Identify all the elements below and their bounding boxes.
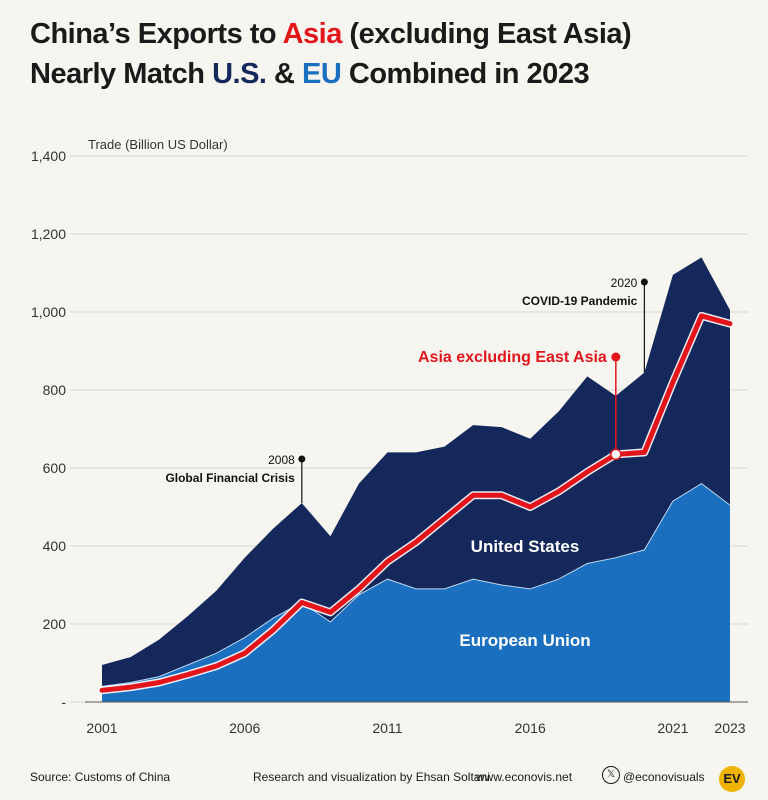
eu-area — [102, 483, 730, 702]
y-tick-label: - — [61, 694, 66, 710]
annotation-dot — [298, 455, 306, 463]
asia-series-label: Asia excluding East Asia — [418, 349, 607, 366]
x-tick-label: 2011 — [372, 720, 402, 736]
us-area-label: United States — [471, 537, 580, 556]
source-note: Source: Customs of China — [30, 770, 171, 784]
credit-note: Research and visualization by Ehsan Solt… — [253, 770, 490, 784]
y-tick-label: 1,400 — [31, 148, 66, 164]
annotation-text: Global Financial Crisis — [165, 471, 295, 485]
y-tick-label: 1,000 — [31, 304, 66, 320]
y-tick-label: 400 — [43, 538, 67, 554]
asia-callout-marker — [610, 448, 622, 461]
chart-title: China’s Exports to Asia (excluding East … — [30, 14, 632, 94]
y-tick-label: 1,200 — [31, 226, 66, 242]
social-handle[interactable]: @econovisuals — [623, 770, 705, 784]
annotation-text: COVID-19 Pandemic — [522, 294, 638, 308]
x-twitter-icon: 𝕏 — [602, 766, 620, 784]
x-tick-label: 2016 — [515, 720, 546, 736]
eu-boundary-line — [101, 482, 731, 687]
annotation-dot — [640, 278, 648, 286]
title-line-2: Nearly Match U.S. & EU Combined in 2023 — [30, 58, 590, 90]
website-link[interactable]: www.econovis.net — [476, 770, 573, 784]
x-tick-label: 2006 — [229, 720, 260, 736]
annotation-year: 2008 — [268, 453, 295, 467]
annotation-year: 2020 — [611, 276, 638, 290]
x-tick-label: 2021 — [657, 720, 688, 736]
asia-callout-dot — [611, 352, 621, 362]
x-tick-label: 2023 — [714, 720, 745, 736]
econovis-logo: EV — [719, 766, 745, 792]
y-tick-label: 800 — [43, 382, 67, 398]
y-tick-label: 600 — [43, 460, 67, 476]
eu-area-label: European Union — [459, 631, 590, 650]
title-line-1: China’s Exports to Asia (excluding East … — [30, 18, 632, 50]
asia-line — [99, 313, 733, 693]
y-axis-label: Trade (Billion US Dollar) — [88, 137, 228, 152]
y-tick-label: 200 — [43, 616, 67, 632]
x-tick-label: 2001 — [86, 720, 117, 736]
